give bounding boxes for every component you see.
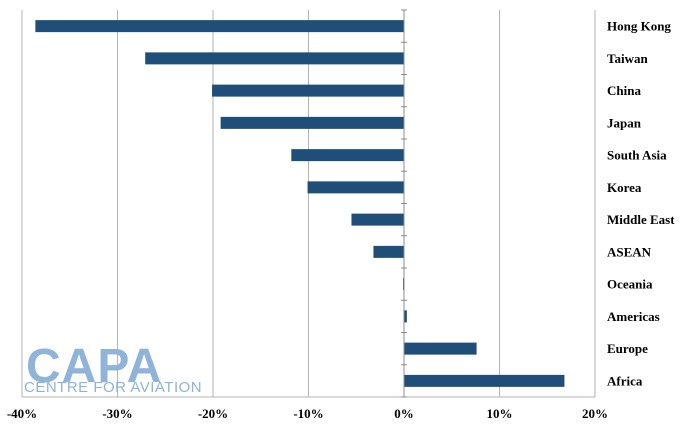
bar: [373, 245, 404, 258]
axes: [22, 9, 595, 398]
category-label: Europe: [607, 341, 648, 356]
bar: [404, 342, 477, 355]
category-label: Oceania: [607, 277, 653, 292]
bar: [404, 310, 407, 323]
x-tick-label: -40%: [7, 406, 37, 421]
grid-lines: [21, 10, 596, 397]
x-tick-label: -20%: [198, 406, 228, 421]
bars: [35, 20, 565, 387]
category-labels: Hong Kong Taiwan China Japan South Asia Korea…: [607, 19, 675, 389]
category-label: Americas: [607, 309, 660, 324]
x-tick-label: 10%: [487, 406, 513, 421]
bar: [291, 149, 404, 162]
bar: [220, 116, 404, 129]
bar: [404, 374, 565, 387]
category-label: Taiwan: [607, 51, 648, 66]
x-tick-label: -10%: [293, 406, 323, 421]
category-label: Korea: [607, 180, 642, 195]
bar: [351, 213, 404, 226]
x-tick-label: 0%: [394, 406, 414, 421]
bar: [145, 52, 404, 65]
category-label: Japan: [607, 115, 642, 130]
category-label: South Asia: [607, 148, 667, 163]
category-label: Hong Kong: [607, 19, 671, 34]
x-tick-labels: -40% -30% -20% -10% 0% 10% 20%: [7, 406, 608, 421]
watermark-sub: CENTRE FOR AVIATION: [24, 379, 202, 396]
bar: [35, 20, 405, 33]
category-label: China: [607, 83, 641, 98]
category-label: Middle East: [607, 212, 675, 227]
x-tick-label: -30%: [102, 406, 132, 421]
watermark-main: CAPA: [26, 340, 162, 393]
bar: [307, 181, 404, 194]
x-tick-label: 20%: [582, 406, 608, 421]
bar: [212, 84, 404, 97]
capa-watermark: CAPA CENTRE FOR AVIATION: [24, 340, 202, 396]
category-label: Africa: [607, 373, 643, 388]
category-label: ASEAN: [607, 244, 652, 259]
